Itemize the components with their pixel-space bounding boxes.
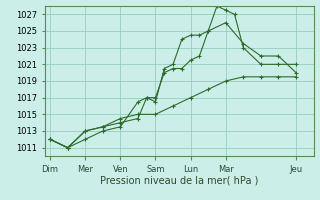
X-axis label: Pression niveau de la mer( hPa ): Pression niveau de la mer( hPa ) — [100, 175, 258, 185]
